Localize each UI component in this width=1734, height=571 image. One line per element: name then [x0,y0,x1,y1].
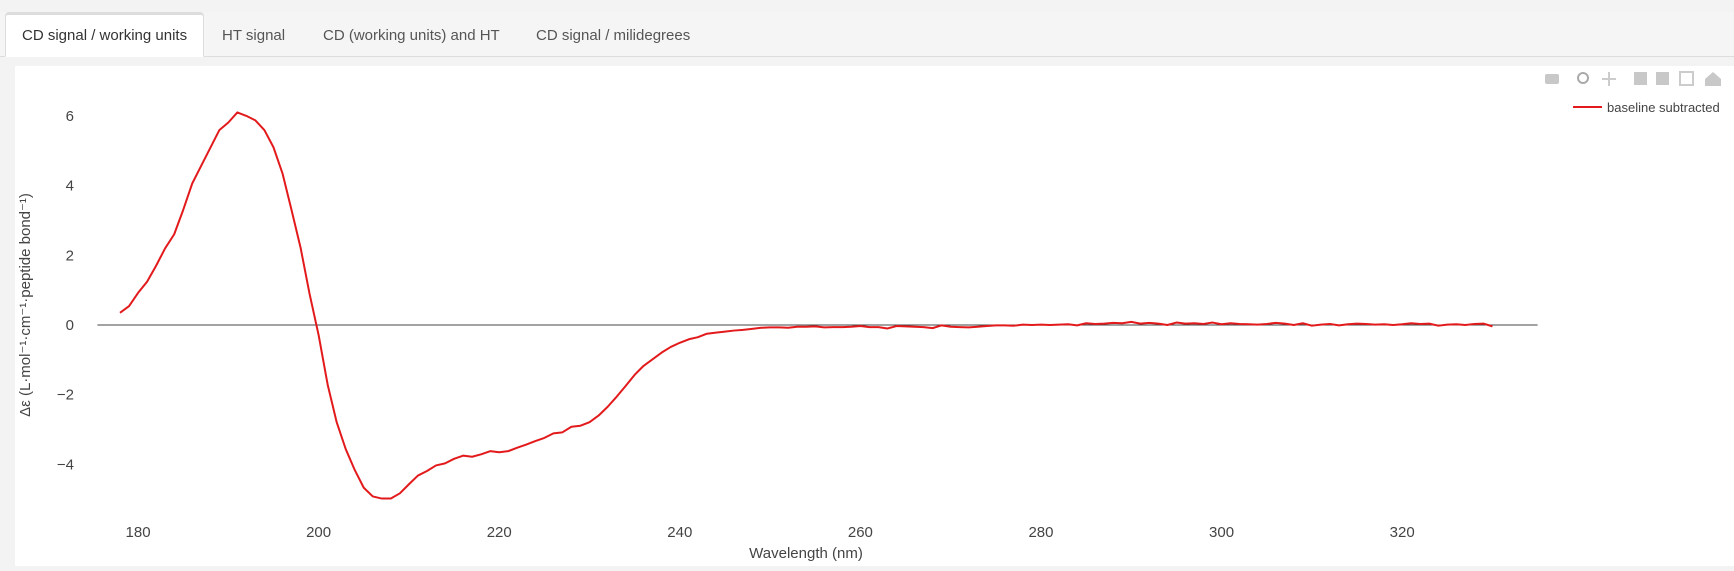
y-tick-label: 6 [66,108,74,125]
y-tick-label: −4 [57,456,74,473]
x-tick-label: 180 [126,524,151,541]
x-tick-label: 220 [487,524,512,541]
zoom-in-icon[interactable] [1634,72,1647,85]
camera-icon[interactable] [1545,74,1559,84]
pan-icon[interactable] [1602,72,1616,86]
tab[interactable]: HT signal [222,27,286,44]
x-axis-title: Wavelength (nm) [749,545,863,562]
x-tick-label: 280 [1028,524,1053,541]
modebar [1545,71,1721,86]
y-tick-label: 0 [66,317,74,334]
x-tick-label: 320 [1390,524,1415,541]
tab-bar: CD signal / working units HT signal CD (… [0,12,1734,57]
autoscale-icon[interactable] [1679,71,1694,86]
x-tick-label: 200 [306,524,331,541]
x-tick-label: 240 [667,524,692,541]
reset-icon[interactable] [1705,72,1721,86]
x-tick-label: 260 [848,524,873,541]
y-tick-label: 4 [66,178,74,195]
chart: Wavelength (nm) Δε (L·mol⁻¹·cm⁻¹·peptide… [15,66,1734,566]
tab[interactable]: CD (working units) and HT [323,27,500,44]
data-line [119,111,1493,500]
x-tick-label: 300 [1209,524,1234,541]
zoom-out-icon[interactable] [1656,72,1669,85]
tab[interactable]: CD signal / working units [5,12,205,57]
zoom-icon[interactable] [1577,72,1589,84]
plot-background [15,66,1734,566]
y-tick-label: 2 [66,247,74,264]
y-axis-title: Δε (L·mol⁻¹·cm⁻¹·peptide bond⁻¹) [17,193,34,417]
tab[interactable]: CD signal / milidegrees [536,27,691,44]
y-tick-label: −2 [57,387,74,404]
legend-label[interactable]: baseline subtracted [1607,100,1720,115]
